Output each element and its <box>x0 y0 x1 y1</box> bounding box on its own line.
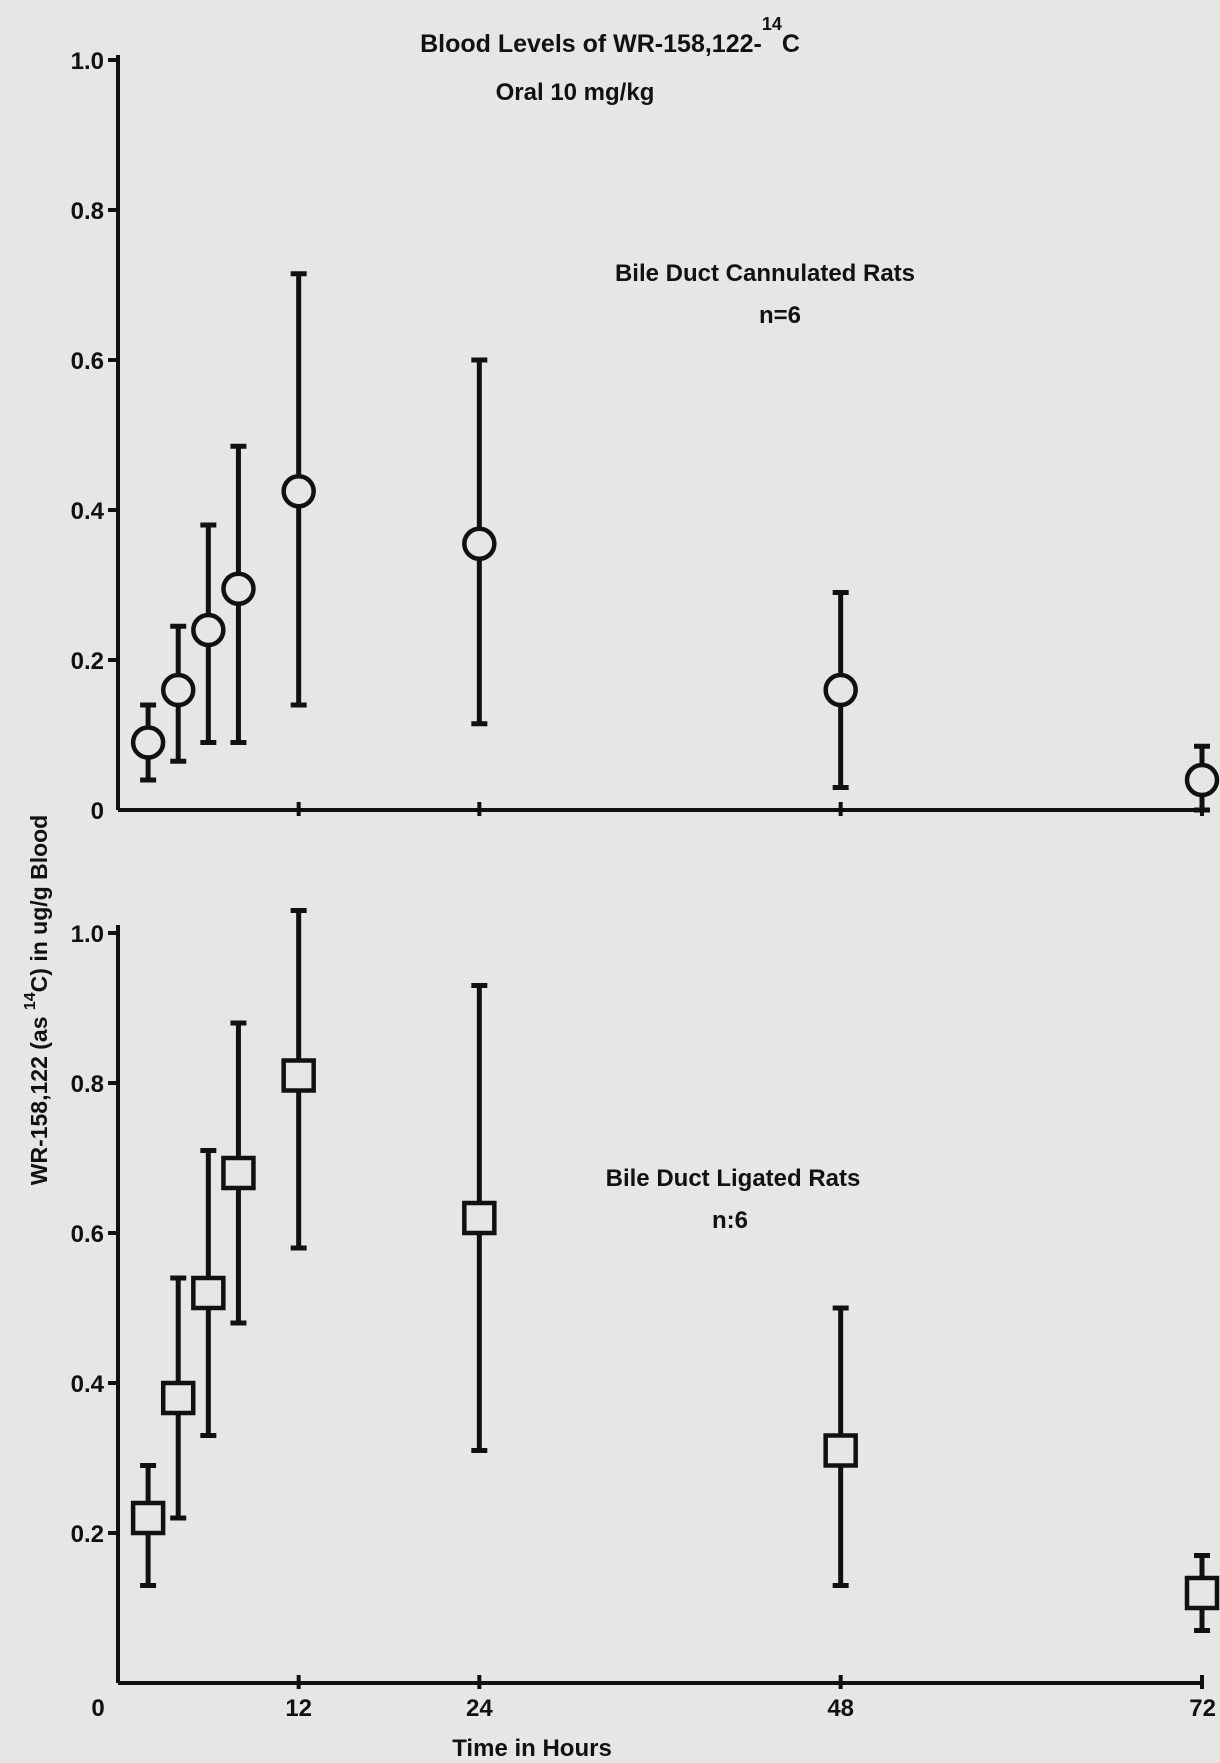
y-axis-label: WR-158,122 (as 14C) in ug/g Blood <box>22 815 52 1186</box>
data-point-square <box>1184 1575 1220 1611</box>
y-tick-label: 0.8 <box>71 198 104 225</box>
y-tick-label: 0.4 <box>71 498 105 525</box>
chart-title-suffix: C <box>782 30 800 58</box>
y-axis-label-superscript: 14 <box>22 992 39 1010</box>
x-tick-label: 24 <box>466 1695 493 1722</box>
panel-n-label: n:6 <box>712 1207 748 1234</box>
x-tick-label: 12 <box>285 1695 312 1722</box>
y-tick-label: 0.6 <box>71 1221 104 1248</box>
chart-subtitle: Oral 10 mg/kg <box>496 79 655 106</box>
y-axis-label-suffix: C) in ug/g Blood <box>26 815 52 993</box>
data-point-square <box>823 1433 858 1468</box>
y-tick-label: 0.2 <box>71 648 104 675</box>
data-point-square <box>191 1275 226 1311</box>
y-axis-label-text: WR-158,122 (as <box>26 1010 52 1185</box>
data-point-square <box>221 1155 256 1191</box>
data-point-circle <box>160 672 196 708</box>
data-point-circle <box>130 725 166 760</box>
data-point-circle <box>281 474 316 509</box>
data-point-circle <box>221 571 256 606</box>
data-point-circle <box>823 672 858 708</box>
y-tick-label: 0 <box>91 798 104 825</box>
y-tick-label: 1.0 <box>71 48 104 75</box>
data-point-square <box>160 1380 196 1416</box>
panel-n-label: n=6 <box>759 302 801 329</box>
chart-title-text: Blood Levels of WR-158,122- <box>420 30 762 58</box>
y-tick-label: 0.8 <box>71 1071 104 1098</box>
panel-cannulated: 0 0.2 0.4 0.6 0.8 1.0 Bile Duct Cannulated Rat… <box>71 48 1220 825</box>
x-axis-labels: 0 12 24 48 72 <box>91 1695 1216 1722</box>
x-axis-label: Time in Hours <box>452 1735 612 1762</box>
panel-annotation: Bile Duct Ligated Rats <box>606 1165 861 1192</box>
panel-annotation: Bile Duct Cannulated Rats <box>615 260 915 287</box>
x-tick-label: 72 <box>1189 1695 1216 1722</box>
chart-title-superscript: 14 <box>762 14 782 34</box>
data-point-circle <box>1184 762 1220 798</box>
x-tick-label: 48 <box>827 1695 854 1722</box>
panel-ligated: 0.2 0.4 0.6 0.8 1.0 Bile Duct Ligated Rats n:6 <box>71 908 1220 1689</box>
data-point-square <box>281 1058 316 1093</box>
x-origin-label: 0 <box>91 1695 104 1722</box>
data-point-circle <box>191 612 226 648</box>
data-point-square <box>462 1200 497 1236</box>
y-tick-label: 0.4 <box>71 1371 105 1398</box>
chart-title: Blood Levels of WR-158,122-14C <box>420 14 800 58</box>
data-point-square <box>130 1500 166 1536</box>
y-tick-label: 1.0 <box>71 921 104 948</box>
data-point-circle <box>462 526 497 561</box>
y-tick-label: 0.6 <box>71 348 104 375</box>
y-tick-label: 0.2 <box>71 1521 104 1548</box>
